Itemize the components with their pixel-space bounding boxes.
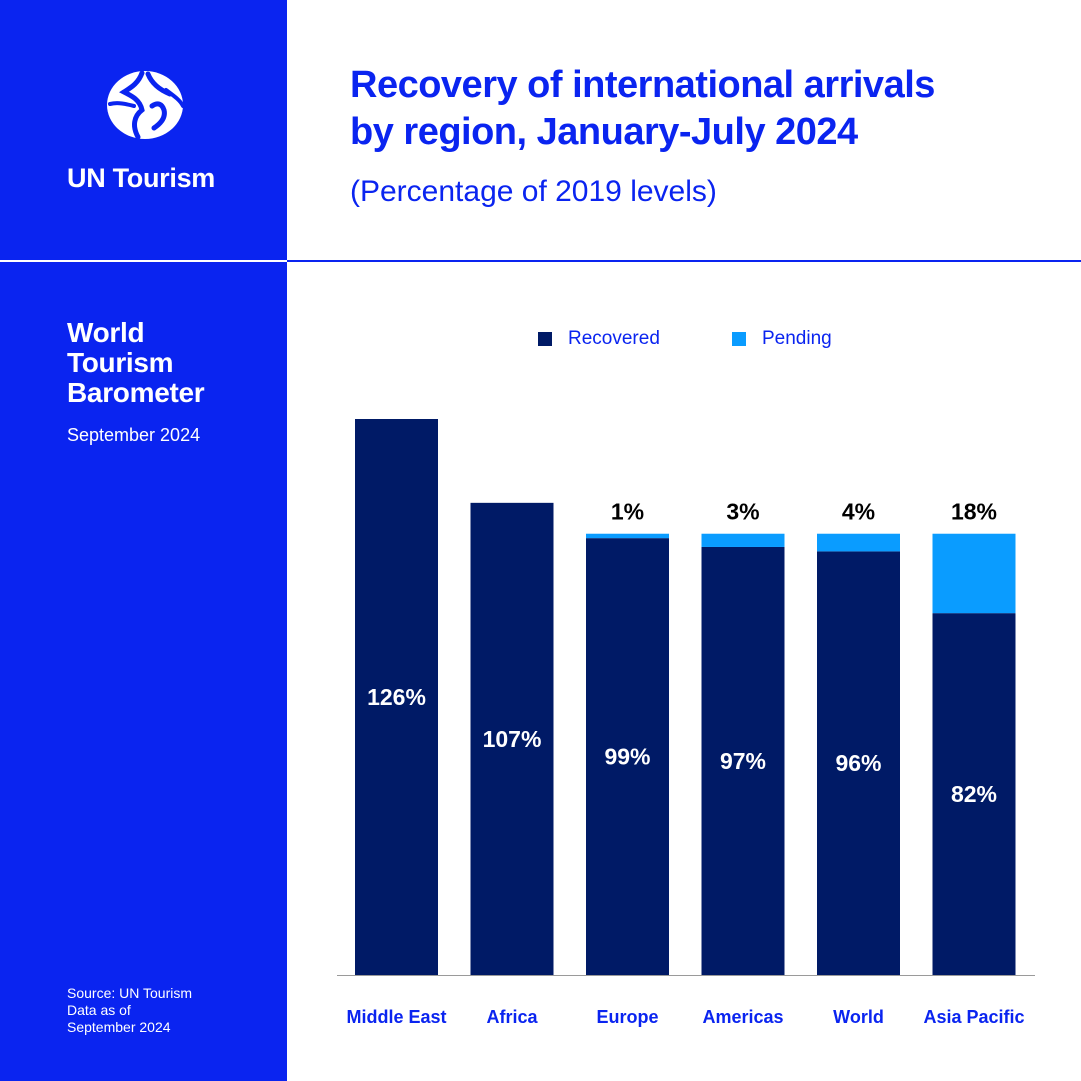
report-title-line: Tourism [67, 347, 174, 378]
bar-recovered [586, 538, 669, 975]
chart-title: Recovery of international arrivals by re… [350, 62, 1050, 156]
bar-pending [586, 533, 669, 539]
data-label-recovered: 82% [951, 781, 997, 807]
bar-recovered [470, 502, 554, 975]
source-note: Source: UN Tourism Data as of September … [67, 985, 267, 1036]
bar-recovered [817, 551, 900, 975]
bar-recovered [355, 419, 438, 975]
x-tick-label: Europe [596, 1007, 658, 1027]
chart-title-line: by region, January-July 2024 [350, 111, 858, 153]
data-label-pending: 1% [611, 499, 644, 525]
legend-label-pending: Pending [762, 328, 832, 349]
source-line: September 2024 [67, 1019, 171, 1035]
bar-pending [701, 533, 785, 547]
data-label-recovered: 96% [835, 750, 881, 776]
chart-subtitle: (Percentage of 2019 levels) [350, 175, 717, 208]
report-title-line: World [67, 317, 145, 348]
data-label-pending: 18% [951, 499, 997, 525]
data-label-recovered: 99% [604, 744, 650, 770]
x-tick-label: Africa [486, 1007, 538, 1027]
data-label-recovered: 126% [367, 684, 426, 710]
bar-pending [932, 533, 1016, 614]
data-label-pending: 4% [842, 499, 875, 525]
source-line: Data as of [67, 1002, 131, 1018]
legend-pending: Pending [732, 328, 832, 350]
legend-recovered: Recovered [538, 328, 660, 350]
data-label-pending: 3% [726, 499, 759, 525]
bar-recovered [701, 546, 785, 975]
un-tourism-globe-icon [107, 70, 185, 140]
bar-recovered [932, 613, 1016, 975]
brand-name: UN Tourism [67, 163, 216, 193]
x-tick-label: Middle East [346, 1007, 446, 1027]
report-title: World Tourism Barometer [67, 318, 267, 408]
chart-title-line: Recovery of international arrivals [350, 64, 935, 106]
legend-swatch-recovered [538, 332, 552, 346]
report-title-line: Barometer [67, 377, 205, 408]
x-tick-label: World [833, 1007, 884, 1027]
data-label-recovered: 97% [720, 748, 766, 774]
source-line: Source: UN Tourism [67, 985, 193, 1001]
x-tick-label: Americas [702, 1007, 783, 1027]
x-tick-label: Asia Pacific [923, 1007, 1024, 1027]
legend-label-recovered: Recovered [568, 328, 660, 349]
data-label-recovered: 107% [483, 726, 542, 752]
bar-pending [817, 533, 900, 552]
sidebar: UN Tourism World Tourism Barometer Septe… [0, 0, 287, 1081]
report-date: September 2024 [67, 425, 201, 445]
sidebar-divider [0, 260, 287, 262]
header-divider [287, 260, 1081, 262]
legend-swatch-pending [732, 332, 746, 346]
